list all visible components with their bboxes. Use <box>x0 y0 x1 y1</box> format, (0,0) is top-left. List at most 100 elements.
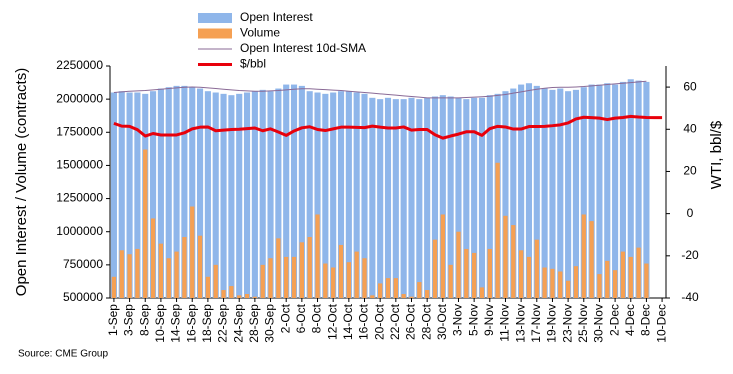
bar <box>635 80 642 298</box>
y-tick-label: 500000 <box>63 290 103 304</box>
bar <box>416 99 423 299</box>
bar <box>111 276 117 298</box>
bar <box>322 93 329 298</box>
y-tick-label: 750000 <box>63 257 103 271</box>
y2-tick-label: 20 <box>683 164 697 178</box>
bar <box>330 92 337 298</box>
bar <box>174 251 179 298</box>
bar <box>401 294 406 298</box>
bar <box>268 258 273 298</box>
bar <box>424 97 431 299</box>
x-tick-label: 23-Nov <box>560 304 574 343</box>
y-tick-label: 2000000 <box>56 91 103 105</box>
y2-tick-label: -20 <box>681 248 699 262</box>
bar <box>370 295 375 298</box>
x-tick-label: 30-Sep <box>263 304 277 343</box>
bar <box>503 215 508 298</box>
bar <box>220 93 227 298</box>
bar <box>361 93 368 298</box>
bar <box>495 162 500 298</box>
bar <box>252 296 258 298</box>
bar <box>213 264 218 298</box>
y-tick-label: 2250000 <box>56 58 103 72</box>
source-note: Source: CME Group <box>18 349 108 360</box>
bar <box>331 267 336 298</box>
y-axis-label: Open Interest / Volume (contracts) <box>13 68 30 296</box>
bar <box>486 95 493 298</box>
bar <box>237 295 242 298</box>
bar <box>518 250 524 298</box>
x-tick-label: 25-Nov <box>576 304 590 343</box>
y2-tick-label: 60 <box>683 79 697 93</box>
bar <box>354 251 359 298</box>
legend-label: $/bbl <box>240 57 266 71</box>
bar <box>471 252 477 298</box>
y-tick-label: 1500000 <box>56 158 103 172</box>
bar <box>119 250 124 298</box>
bar <box>377 99 384 299</box>
bar <box>362 258 367 298</box>
y2-axis-label: WTI, bbl/$ <box>708 120 725 189</box>
x-tick-label: 24-Sep <box>231 304 245 343</box>
bar <box>190 206 195 298</box>
x-tick-label: 26-Oct <box>404 303 418 340</box>
bar <box>323 263 328 298</box>
bar <box>605 260 610 298</box>
bar <box>181 85 188 298</box>
bar <box>244 294 250 298</box>
x-tick-label: 28-Oct <box>419 303 433 340</box>
bar <box>471 97 478 299</box>
bar <box>298 85 305 298</box>
x-tick-label: 20-Oct <box>372 303 386 340</box>
bar <box>580 87 587 298</box>
bar <box>440 214 445 298</box>
bar <box>550 268 555 298</box>
bar <box>353 92 360 298</box>
bar <box>291 256 297 298</box>
line <box>113 114 663 140</box>
bar <box>236 93 243 298</box>
x-tick-label: 14-Oct <box>341 303 355 340</box>
bar <box>228 95 235 298</box>
legend-label: Open Interest <box>240 10 313 24</box>
bar <box>173 85 180 298</box>
x-tick-label: 10-Dec <box>654 304 668 343</box>
x-tick-label: 19-Nov <box>545 304 559 343</box>
bar <box>392 99 399 299</box>
bar <box>118 91 125 298</box>
bar <box>251 91 258 298</box>
bar <box>212 92 219 298</box>
bar <box>572 89 579 298</box>
bar <box>378 283 383 298</box>
bar <box>604 83 611 298</box>
bar <box>565 91 572 298</box>
bar <box>166 258 171 298</box>
bar <box>425 290 430 298</box>
bar <box>557 88 564 298</box>
bar <box>573 266 579 298</box>
bar <box>409 296 414 298</box>
bar <box>143 149 148 298</box>
x-tick-label: 17-Nov <box>529 304 543 343</box>
bar <box>417 282 422 298</box>
bar <box>165 87 172 298</box>
bar <box>541 88 548 298</box>
bar <box>158 243 164 298</box>
bar <box>276 238 281 298</box>
bar <box>463 99 470 299</box>
bar <box>205 276 211 298</box>
x-tick-label: 8-Sep <box>137 304 151 336</box>
legend-label: Volume <box>240 26 280 40</box>
bar <box>518 84 525 298</box>
x-tick-label: 1-Sep <box>106 304 120 336</box>
bar <box>565 280 571 298</box>
x-tick-label: 13-Nov <box>513 304 527 343</box>
y-tick-label: 1250000 <box>56 191 103 205</box>
bar <box>229 286 234 298</box>
bar <box>627 79 634 298</box>
bar <box>588 84 595 298</box>
y2-tick-label: 40 <box>683 121 697 135</box>
x-tick-label: 30-Nov <box>592 304 606 343</box>
bar <box>533 85 540 298</box>
